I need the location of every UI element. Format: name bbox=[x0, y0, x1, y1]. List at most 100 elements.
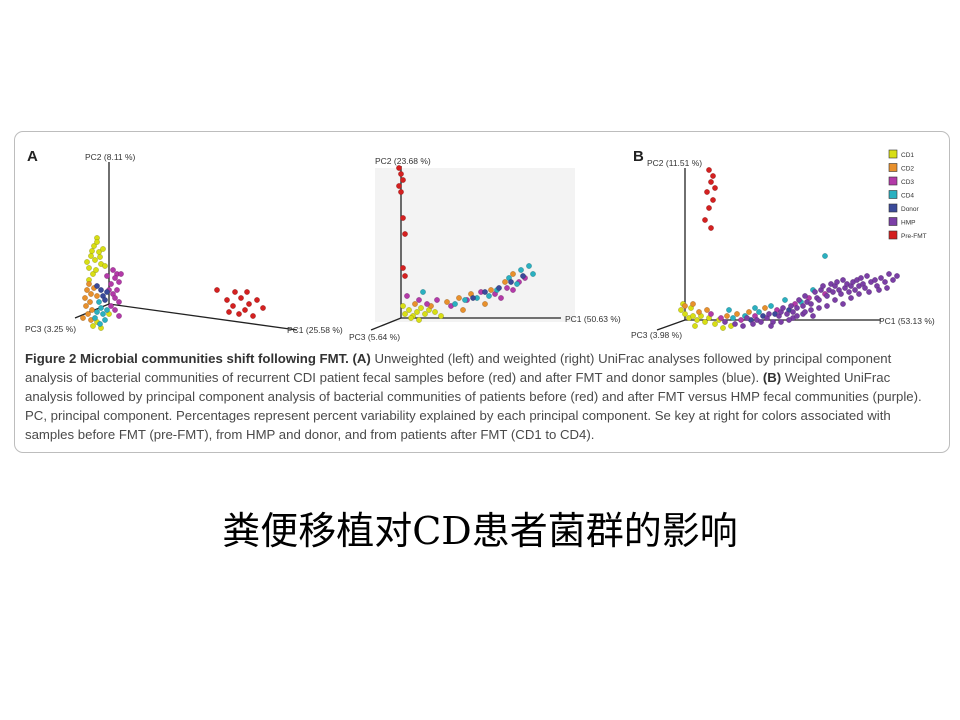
panel-3-point-cd4 bbox=[782, 297, 788, 303]
panel-2-point-donor bbox=[508, 279, 514, 285]
legend-swatch-pre-fmt bbox=[888, 230, 898, 240]
panel-3-point-cd1 bbox=[720, 325, 726, 331]
figure-box: A B PC1 (25.58 %) PC2 (8.11 %) PC3 (3.25 %… bbox=[14, 131, 950, 453]
panel-2-point-cd4 bbox=[452, 301, 458, 307]
panel-2-point-cd1 bbox=[414, 309, 420, 315]
panel-3-point-hmp bbox=[750, 321, 756, 327]
panel-2-point-cd2 bbox=[482, 301, 488, 307]
panel-3-point-hmp bbox=[778, 319, 784, 325]
panel-3-point-hmp bbox=[882, 279, 888, 285]
panel-1-point-donor bbox=[102, 297, 108, 303]
panel-1-point-donor bbox=[94, 283, 100, 289]
panel-3-point-cd1 bbox=[690, 313, 696, 319]
panel-1-pc2-label: PC2 (8.11 %) bbox=[85, 152, 136, 162]
panel-1-point-cd1 bbox=[86, 265, 92, 271]
panel-2-point-cd4 bbox=[514, 281, 520, 287]
panel-1-point-cd4 bbox=[96, 299, 102, 305]
panel-3-point-hmp bbox=[758, 319, 764, 325]
panel-1-point-cd1 bbox=[90, 323, 96, 329]
panel-1-point-cd4 bbox=[97, 321, 103, 327]
panel-2-point-cd3 bbox=[416, 297, 422, 303]
panel-3-point-hmp bbox=[830, 289, 836, 295]
panel-3-point-cd1 bbox=[682, 311, 688, 317]
panel-2-point-pre-fmt bbox=[400, 215, 406, 221]
figure-plots: A B PC1 (25.58 %) PC2 (8.11 %) PC3 (3.25 %… bbox=[25, 148, 935, 342]
panel-3-point-cd2 bbox=[690, 301, 696, 307]
panel-3-point-pre-fmt bbox=[706, 205, 712, 211]
legend-swatch-cd2 bbox=[888, 163, 898, 172]
panel-1-point-pre-fmt bbox=[250, 313, 256, 319]
panel-1-point-pre-fmt bbox=[224, 297, 230, 303]
panel-3-point-hmp bbox=[802, 309, 808, 315]
panel-1-point-cd1 bbox=[102, 263, 108, 269]
panel-3-point-cd2 bbox=[762, 305, 768, 311]
panel-1-point-pre-fmt bbox=[214, 287, 220, 293]
panel-1-point-pre-fmt bbox=[246, 301, 252, 307]
panel-3-point-hmp bbox=[866, 289, 872, 295]
figure-caption: Figure 2 Microbial communities shift fol… bbox=[25, 349, 937, 444]
panel-3-point-hmp bbox=[878, 275, 884, 281]
panel-2-point-cd2 bbox=[502, 279, 508, 285]
panel-3-point-cd4 bbox=[730, 315, 736, 321]
panel-3-point-hmp bbox=[768, 323, 774, 329]
panel-3-point-hmp bbox=[894, 273, 900, 279]
legend-swatch-hmp bbox=[888, 217, 898, 226]
legend-label-cd2: CD2 bbox=[901, 166, 914, 173]
panel-3-point-pre-fmt bbox=[708, 225, 714, 231]
panel-1-point-cd1 bbox=[93, 267, 99, 273]
panel-3-point-cd2 bbox=[734, 311, 740, 317]
panel-1-point-cd3 bbox=[112, 275, 118, 281]
panel-3-point-hmp bbox=[862, 285, 868, 291]
panel-1-point-cd3 bbox=[104, 273, 110, 279]
panel-1-point-cd2 bbox=[86, 281, 92, 287]
legend-label-cd1: CD1 bbox=[901, 152, 914, 159]
panel-2-pc1-label: PC1 (50.63 %) bbox=[565, 314, 621, 324]
panel-2-point-cd1 bbox=[402, 311, 408, 317]
panel-3-point-hmp bbox=[848, 295, 854, 301]
caption-a-tag: (A) bbox=[352, 351, 371, 366]
panel-3-point-cd3 bbox=[718, 315, 724, 321]
panel-1-point-cd2 bbox=[88, 291, 94, 297]
caption-b-text: Weighted UniFrac analysis followed by pr… bbox=[25, 370, 922, 442]
panel-3-point-hmp bbox=[856, 291, 862, 297]
panel-1-point-cd3 bbox=[118, 271, 124, 277]
panel-2-point-cd3 bbox=[424, 301, 430, 307]
panel-3-point-hmp bbox=[786, 317, 792, 323]
panel-3-point-hmp bbox=[864, 273, 870, 279]
panel-3-point-pre-fmt bbox=[710, 173, 716, 179]
panel-1-point-cd4 bbox=[94, 309, 100, 315]
panel-3-point-hmp bbox=[816, 305, 822, 311]
legend-label-cd4: CD4 bbox=[901, 193, 914, 200]
panel-2-point-cd1 bbox=[406, 307, 412, 313]
panel-3-point-hmp bbox=[812, 289, 818, 295]
panel-3-point-hmp bbox=[766, 311, 772, 317]
caption-a-text: Unweighted (left) and weighted (right) U… bbox=[25, 351, 892, 385]
panel-3-point-hmp bbox=[852, 287, 858, 293]
panel-1-point-pre-fmt bbox=[232, 289, 238, 295]
panel-3-point-hmp bbox=[740, 323, 746, 329]
panel-2-point-pre-fmt bbox=[400, 265, 406, 271]
panel-1-point-pre-fmt bbox=[254, 297, 260, 303]
panel-1-point-cd4 bbox=[102, 317, 108, 323]
panel-3-point-pre-fmt bbox=[706, 167, 712, 173]
legend-swatch-cd3 bbox=[888, 176, 898, 186]
panel-2-pc3-label: PC3 (5.64 %) bbox=[349, 332, 400, 342]
panel-3-point-cd1 bbox=[692, 323, 698, 329]
panel-3-point-hmp bbox=[824, 293, 830, 299]
panel-1-point-cd1 bbox=[90, 271, 96, 277]
panel-1-point-pre-fmt bbox=[226, 309, 232, 315]
panel-2-point-cd4 bbox=[420, 289, 426, 295]
panel-1-point-cd4 bbox=[100, 311, 106, 317]
panel-3-point-hmp bbox=[834, 279, 840, 285]
panel-3-point-hmp bbox=[794, 313, 800, 319]
panel-3-point-hmp bbox=[794, 305, 800, 311]
panel-3-point-hmp bbox=[846, 289, 852, 295]
panel-3-point-hmp bbox=[810, 313, 816, 319]
panel-3-point-hmp bbox=[824, 303, 830, 309]
panel-3-point-hmp bbox=[780, 305, 786, 311]
panel-1-point-cd2 bbox=[94, 293, 100, 299]
panel-1-point-pre-fmt bbox=[260, 305, 266, 311]
panel-3-point-cd4 bbox=[822, 253, 828, 259]
panel-3-point-cd3 bbox=[708, 311, 714, 317]
panel-1-pc1-label: PC1 (25.58 %) bbox=[287, 325, 343, 335]
